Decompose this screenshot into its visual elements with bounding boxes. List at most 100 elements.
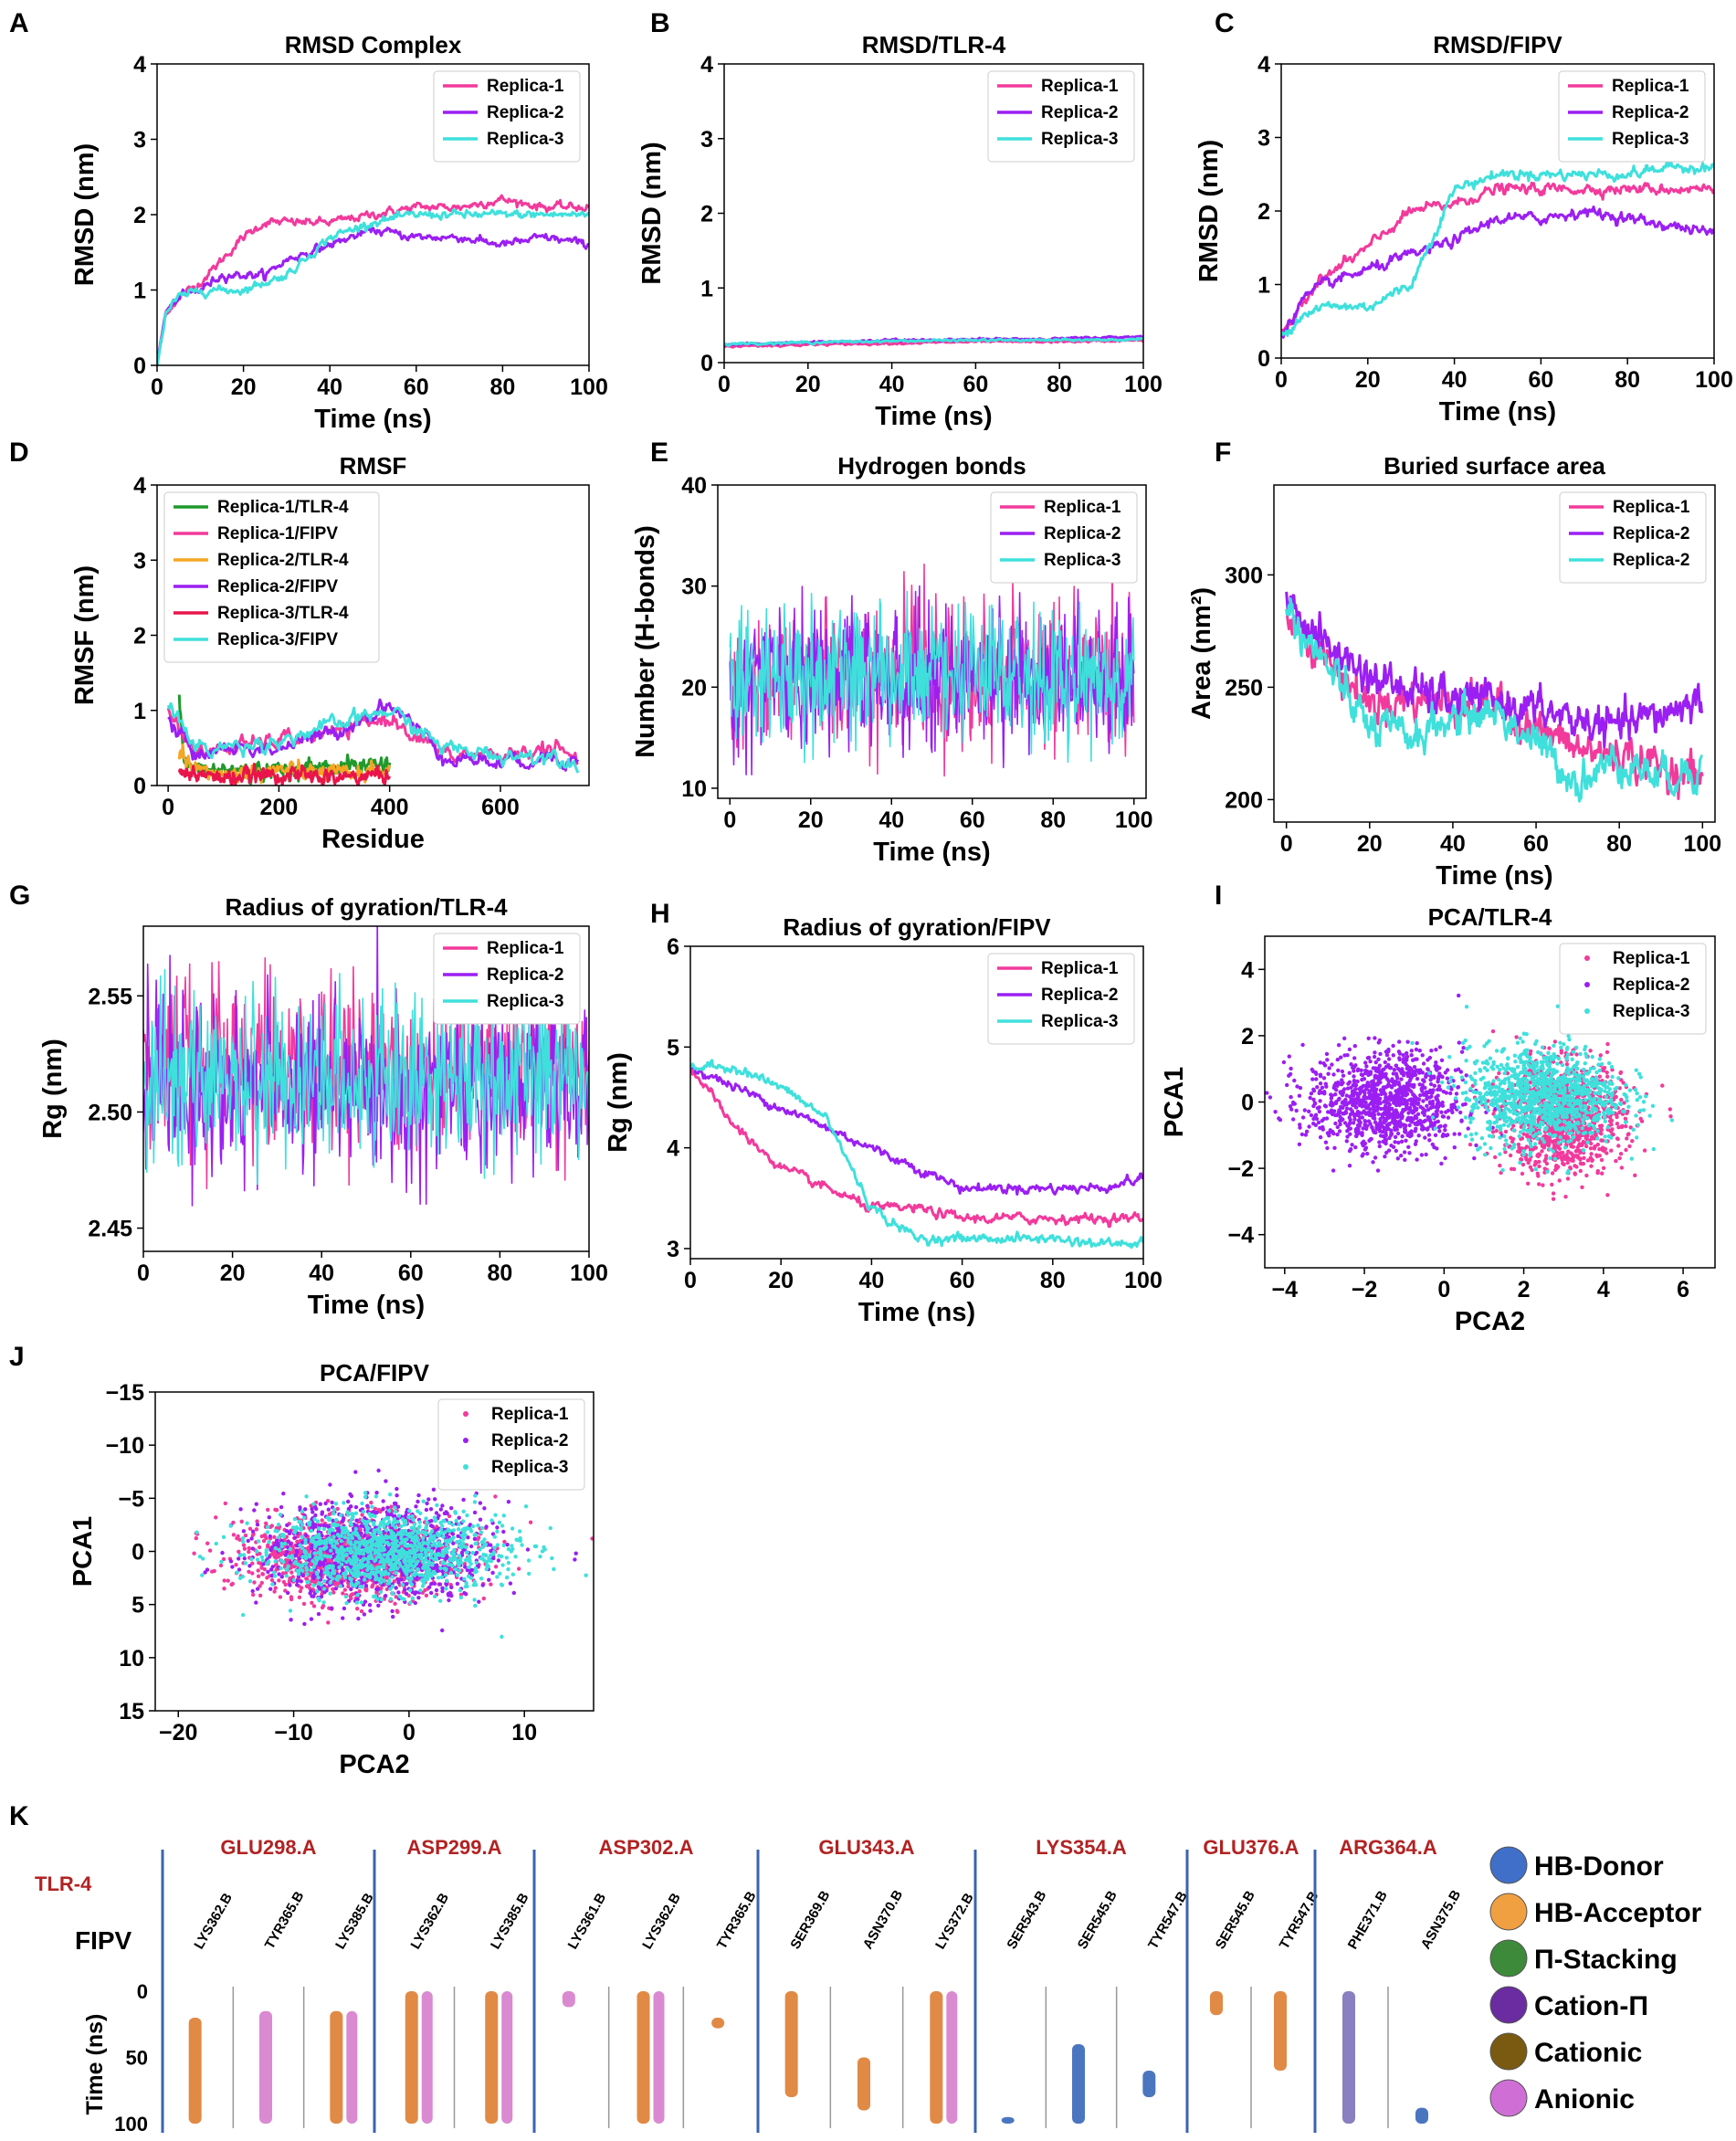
scatter-point <box>1474 1132 1478 1136</box>
scatter-point <box>1552 1090 1557 1094</box>
scatter-point <box>1335 1132 1340 1137</box>
scatter-point <box>1388 1107 1393 1112</box>
scatter-point <box>1383 1155 1387 1159</box>
legend-label: Replica-1 <box>487 939 564 958</box>
scatter-point <box>1519 1052 1523 1058</box>
series-line-6 <box>166 701 580 774</box>
scatter-point <box>1531 1092 1536 1097</box>
scatter-point <box>1548 1061 1552 1066</box>
scatter-point <box>1362 1141 1368 1146</box>
scatter-point <box>1564 1062 1570 1067</box>
scatter-point <box>1564 1077 1569 1081</box>
legend-label: Replica-2 <box>1613 551 1689 570</box>
x-tick-label: 0 <box>718 372 731 397</box>
x-tick-label: 0 <box>162 795 174 820</box>
scatter-point <box>231 1520 236 1525</box>
scatter-point <box>1516 1142 1521 1147</box>
scatter-point <box>255 1519 259 1524</box>
scatter-point <box>1509 1135 1513 1140</box>
scatter-point <box>222 1587 226 1591</box>
scatter-point <box>264 1535 268 1541</box>
legend-label: Replica-2 <box>1613 524 1689 543</box>
scatter-point <box>1642 1148 1647 1153</box>
scatter-point <box>1609 1093 1615 1098</box>
scatter-point <box>1479 1135 1485 1141</box>
scatter-point <box>1425 1103 1429 1109</box>
scatter-point <box>1337 1129 1342 1134</box>
x-tick-label: 100 <box>1115 807 1153 833</box>
scatter-point <box>1579 1107 1583 1112</box>
y-tick-label: 0 <box>700 351 713 376</box>
scatter-point <box>1433 1063 1437 1069</box>
scatter-point <box>310 1600 314 1606</box>
scatter-point <box>1519 1157 1523 1162</box>
scatter-point <box>1570 1112 1575 1117</box>
scatter-point <box>1537 1182 1541 1187</box>
scatter-point <box>1422 1079 1426 1084</box>
scatter-point <box>1557 1119 1562 1123</box>
scatter-point <box>1480 1060 1486 1065</box>
scatter-point <box>1320 1124 1325 1130</box>
scatter-point <box>1576 1083 1581 1088</box>
scatter-point <box>1574 1062 1579 1067</box>
scatter-point <box>1464 1059 1468 1063</box>
scatter-point <box>1548 1054 1553 1060</box>
scatter-point <box>1521 1132 1526 1136</box>
scatter-point <box>192 1551 196 1556</box>
scatter-point <box>1311 1097 1316 1102</box>
scatter-point <box>1537 1153 1542 1157</box>
y-tick-label: 6 <box>667 934 679 960</box>
scatter-point <box>1373 1116 1377 1121</box>
scatter-point <box>258 1545 262 1550</box>
scatter-point <box>1628 1125 1633 1130</box>
scatter-point <box>1584 1173 1589 1178</box>
x-tick-label: 60 <box>1528 367 1553 393</box>
scatter-point <box>1539 1051 1543 1057</box>
scatter-point <box>256 1568 260 1573</box>
scatter-point <box>1551 1057 1556 1061</box>
scatter-point <box>1607 1107 1612 1113</box>
scatter-point <box>1372 1130 1376 1134</box>
axes-frame <box>1273 484 1716 823</box>
y-tick-label: 3 <box>700 127 713 153</box>
scatter-point <box>1404 1061 1408 1067</box>
y-tick-label: 4 <box>1241 957 1254 983</box>
legend-label: Replica-1 <box>1612 77 1689 96</box>
scatter-point <box>1583 1047 1587 1052</box>
scatter-point <box>1636 1123 1640 1127</box>
scatter-point <box>1520 1039 1525 1044</box>
scatter-point <box>1594 1075 1599 1080</box>
scatter-point <box>305 1584 310 1588</box>
scatter-point <box>1552 1156 1558 1161</box>
scatter-point <box>1566 1072 1572 1077</box>
scatter-point <box>1524 1144 1530 1149</box>
scatter-point <box>1597 1068 1603 1073</box>
scatter-point <box>330 1500 334 1505</box>
legend-label: Replica-2/TLR-4 <box>217 551 349 570</box>
scatter-point <box>1291 1117 1296 1122</box>
scatter-point <box>1507 1116 1512 1121</box>
scatter-point <box>1292 1078 1297 1083</box>
panel-label: F <box>1215 438 1231 468</box>
scatter-point <box>1433 1126 1437 1131</box>
scatter-point <box>1407 1151 1412 1155</box>
series-line-3 <box>157 208 589 365</box>
scatter-point <box>1459 1049 1465 1054</box>
scatter-point <box>1430 1099 1436 1104</box>
scatter-point <box>1308 1095 1312 1101</box>
scatter-point <box>1377 1144 1383 1149</box>
scatter-point <box>1423 1085 1427 1091</box>
scatter-point <box>1587 1122 1593 1127</box>
scatter-point <box>1526 1181 1531 1187</box>
legend-label: Replica-3 <box>487 992 563 1011</box>
scatter-point <box>1660 1083 1665 1088</box>
scatter-point <box>1541 1183 1545 1187</box>
scatter-point <box>1547 1046 1552 1050</box>
scatter-point <box>1457 1040 1462 1045</box>
scatter-point <box>223 1501 227 1506</box>
legend-swatch <box>1584 955 1590 961</box>
scatter-point <box>1550 1097 1555 1102</box>
scatter-point <box>1629 1156 1635 1161</box>
scatter-point <box>1376 1057 1381 1062</box>
